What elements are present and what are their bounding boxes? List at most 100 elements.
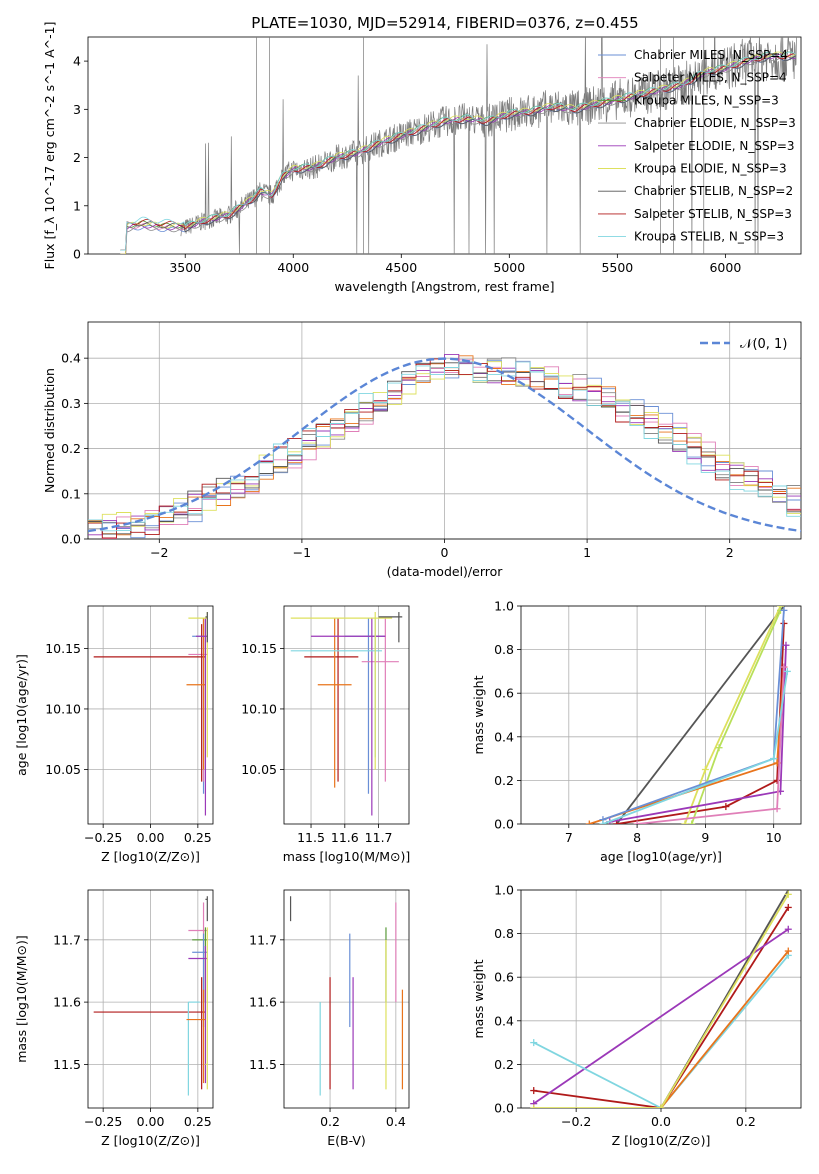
histogram-step <box>88 358 801 539</box>
legend-label: Chabrier MILES, N_SSP=4 <box>634 48 788 62</box>
y-tick-label: 11.6 <box>53 995 81 1010</box>
model-line <box>120 51 797 251</box>
mass-vs-ebv-marks <box>289 896 404 1096</box>
y-tick-label: 2 <box>73 150 81 165</box>
x-axis-label: Z [log10(Z/Z⊙)] <box>101 849 200 864</box>
y-axis-label: mass [log10(M/M⊙)] <box>14 935 29 1063</box>
plot-frame <box>520 605 802 825</box>
legend-label: Salpeter MILES, N_SSP=4 <box>634 71 787 85</box>
x-tick-label: 0.00 <box>137 1114 165 1129</box>
x-tick-label: 0.0 <box>651 1114 671 1129</box>
x-tick-label: 4000 <box>277 260 309 275</box>
plot-frame <box>87 605 214 825</box>
x-tick-label: −0.2 <box>561 1114 591 1129</box>
y-tick-label: 1 <box>73 198 81 213</box>
x-axis-label: Z [log10(Z/Z⊙)] <box>612 1133 711 1148</box>
y-tick-label: 0.4 <box>494 729 514 744</box>
x-tick-label: 1 <box>583 545 591 560</box>
y-tick-label: 10.10 <box>45 701 81 716</box>
x-tick-label: 9 <box>701 830 709 845</box>
legend-label: Kroupa STELIB, N_SSP=3 <box>634 230 784 244</box>
plot-frame <box>283 605 410 825</box>
mass-weight-line <box>533 954 789 1108</box>
y-tick-label: 10.15 <box>45 641 81 656</box>
age-vs-z-marks <box>93 612 208 816</box>
legend-label: Salpeter ELODIE, N_SSP=3 <box>634 139 795 153</box>
x-tick-label: 0.00 <box>137 830 165 845</box>
x-tick-label: −0.25 <box>84 1114 122 1129</box>
y-tick-label: 0.4 <box>61 351 81 366</box>
y-tick-label: 3 <box>73 102 81 117</box>
x-tick-label: 6000 <box>709 260 741 275</box>
x-tick-label: 0.25 <box>184 830 212 845</box>
y-tick-label: 0.8 <box>494 642 514 657</box>
y-tick-label: 0.0 <box>61 532 81 547</box>
y-tick-label: 0.6 <box>494 686 514 701</box>
legend-label: Kroupa ELODIE, N_SSP=3 <box>634 162 787 176</box>
x-axis-label: wavelength [Angstrom, rest frame] <box>334 279 554 294</box>
x-tick-label: 8 <box>633 830 641 845</box>
mass-weight-vs-age-marks <box>585 606 791 824</box>
x-tick-label: 5000 <box>493 260 525 275</box>
x-axis-label: age [log10(age/yr)] <box>600 849 722 864</box>
plot-frame <box>283 889 410 1109</box>
y-tick-label: 0.2 <box>494 1057 514 1072</box>
mass-weight-line <box>533 893 790 1108</box>
y-tick-label: 0.3 <box>61 396 81 411</box>
y-tick-label: 11.7 <box>53 932 81 947</box>
y-axis-label: mass weight <box>471 675 486 754</box>
legend-label: Kroupa MILES, N_SSP=3 <box>634 93 779 107</box>
x-tick-label: 4500 <box>385 260 417 275</box>
y-tick-label: 0.4 <box>494 1013 514 1028</box>
age-vs-z-panel: −0.25 0.00 0.25 10.05 10.10 10.15 Z [log10(Z/Z… <box>14 605 214 864</box>
x-tick-label: −0.25 <box>84 830 122 845</box>
x-tick-label: 0.2 <box>736 1114 756 1129</box>
legend-label: Salpeter STELIB, N_SSP=3 <box>634 207 792 221</box>
hist-legend: 𝒩(0, 1) <box>700 337 787 352</box>
x-tick-label: 5500 <box>601 260 633 275</box>
x-tick-label: 11.5 <box>297 830 325 845</box>
mass-vs-z-panel: −0.25 0.00 0.25 11.5 11.6 11.7 Z [log10(Z/Z⊙)]… <box>14 889 214 1148</box>
y-tick-label: 0.2 <box>61 441 81 456</box>
y-tick-label: 0.1 <box>61 486 81 501</box>
spectrum-marks <box>120 37 797 254</box>
x-axis-label: mass [log10(M/M⊙)] <box>283 849 411 864</box>
x-tick-label: 10 <box>766 830 782 845</box>
x-tick-label: 0 <box>441 545 449 560</box>
mass-weight-line <box>533 928 789 1105</box>
spectrum-legend: Chabrier MILES, N_SSP=4 Salpeter MILES, N… <box>598 48 796 244</box>
mass-weight-vs-age-panel: 7 8 9 10 0.0 0.2 0.4 0.6 0.8 1.0 age [log10(age/yr… <box>471 599 802 864</box>
x-tick-label: 3500 <box>169 260 201 275</box>
x-tick-label: 0.4 <box>386 1114 406 1129</box>
age-vs-mass-panel: 11.5 11.6 11.7 10.05 10.10 10.15 mass [log10(M… <box>241 605 411 864</box>
y-tick-label: 11.5 <box>53 1057 81 1072</box>
y-tick-label: 11.5 <box>249 1057 277 1072</box>
y-tick-label: 10.10 <box>241 701 277 716</box>
mass-vs-ebv-panel: 0.2 0.4 11.5 11.6 11.7 E(B-V) <box>249 889 410 1148</box>
spectrum-panel: 3500 4000 4500 5000 5500 6000 0 1 2 3 4 wavelength … <box>42 22 802 294</box>
x-axis-label: E(B-V) <box>327 1133 366 1148</box>
plot-frame <box>87 321 802 540</box>
mass-weight-line <box>660 950 789 1108</box>
mass-weight-line <box>615 606 785 824</box>
x-tick-label: 0.2 <box>320 1114 340 1129</box>
y-tick-label: 0.0 <box>494 817 514 832</box>
figure-title: PLATE=1030, MJD=52914, FIBERID=0376, z=0… <box>251 14 638 32</box>
histogram-step <box>88 361 801 532</box>
y-tick-label: 11.6 <box>249 995 277 1010</box>
residual-hist-marks <box>88 353 801 539</box>
y-tick-label: 0.2 <box>494 773 514 788</box>
age-vs-mass-marks <box>290 612 403 816</box>
y-tick-label: 10.05 <box>45 762 81 777</box>
y-tick-label: 1.0 <box>494 883 514 898</box>
model-line <box>120 51 797 254</box>
y-axis-label: Normed distribution <box>42 368 57 493</box>
legend-label: Chabrier STELIB, N_SSP=2 <box>634 184 793 198</box>
mass-weight-line <box>533 906 790 1108</box>
x-axis-label: Z [log10(Z/Z⊙)] <box>101 1133 200 1148</box>
gaussian-curve <box>88 357 801 533</box>
residual-hist-panel: −2 −1 0 1 2 0.0 0.1 0.2 0.3 0.4 (data-model)/error… <box>42 321 802 579</box>
mass-weight-vs-z-marks <box>530 890 792 1108</box>
x-tick-label: −1 <box>293 545 311 560</box>
